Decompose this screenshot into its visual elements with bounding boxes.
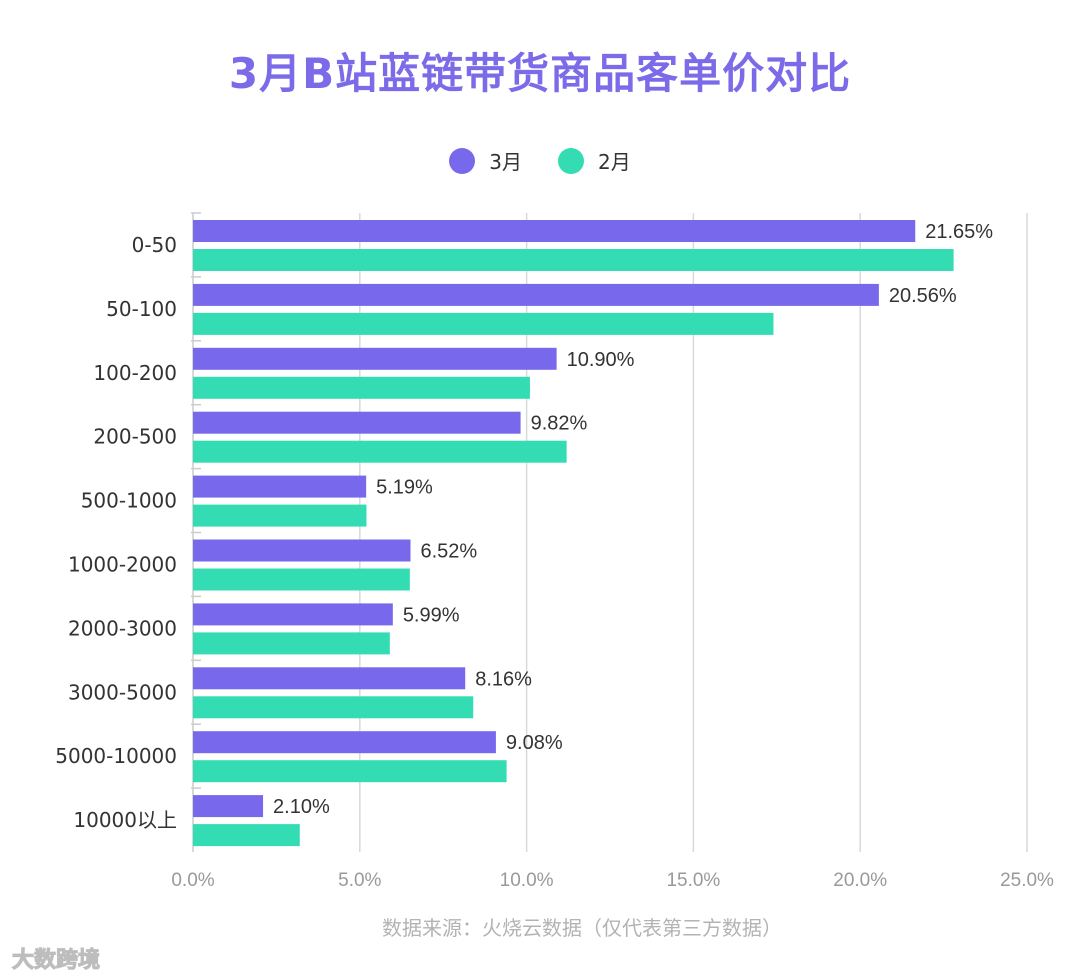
x-tick-label: 0.0% (171, 870, 214, 891)
x-tick-label: 5.0% (338, 870, 381, 891)
legend: 3月 2月 (0, 146, 1080, 175)
watermark-text: 大数跨境 (11, 948, 101, 974)
y-category-label: 2000-3000 (68, 616, 177, 640)
x-tick-label: 20.0% (833, 870, 887, 891)
bar-march (193, 667, 466, 690)
bar-feb (193, 568, 410, 591)
y-category-label: 500-1000 (81, 489, 177, 513)
y-category-label: 0-50 (132, 233, 177, 257)
legend-label-feb: 2月 (598, 150, 631, 174)
data-label: 8.16% (475, 668, 532, 690)
bar-march (193, 347, 557, 370)
data-label: 2.10% (273, 796, 330, 818)
bar-march (193, 475, 367, 498)
data-label: 9.08% (506, 732, 563, 754)
x-tick-label: 15.0% (666, 870, 720, 891)
bar-feb (193, 632, 390, 655)
bar-march (193, 220, 916, 242)
y-category-label: 100-200 (93, 361, 177, 385)
legend-swatch-march (449, 147, 476, 174)
bar-march (193, 539, 411, 562)
bar-feb (193, 440, 567, 463)
watermark-logo: 大数跨境 (11, 942, 101, 974)
legend-item-march[interactable]: 3月 (449, 146, 522, 175)
chart-title: 3月B站蓝链带货商品客单价对比 (228, 49, 852, 98)
y-category-label: 50-100 (106, 297, 177, 321)
bar-feb (193, 249, 954, 271)
bar-feb (193, 504, 367, 527)
bar-march (193, 411, 521, 434)
x-tick-label: 10.0% (500, 870, 554, 891)
data-label: 20.56% (889, 285, 957, 307)
y-category-label: 1000-2000 (68, 552, 177, 576)
x-tick-label: 25.0% (1000, 870, 1054, 891)
bar-march (193, 603, 393, 626)
bar-feb (193, 312, 774, 335)
bar-march (193, 731, 496, 754)
data-label: 5.99% (403, 604, 460, 626)
y-category-label: 200-500 (93, 425, 177, 449)
data-label: 21.65% (925, 221, 993, 243)
y-category-label: 10000以上 (73, 808, 177, 832)
bar-feb (193, 760, 507, 783)
legend-swatch-feb (558, 147, 584, 174)
y-category-label: 3000-5000 (68, 680, 177, 704)
bar-feb (193, 376, 530, 399)
data-label: 10.90% (567, 349, 635, 371)
data-label: 6.52% (421, 541, 478, 563)
data-source-note: 数据来源：火烧云数据（仅代表第三方数据） (382, 916, 782, 940)
data-label: 5.19% (376, 477, 433, 499)
y-category-label: 5000-10000 (55, 744, 177, 768)
bar-feb (193, 696, 474, 719)
data-label: 9.82% (531, 413, 588, 435)
bar-feb (193, 824, 300, 847)
bar-march (193, 795, 264, 818)
legend-label-march: 3月 (489, 150, 522, 174)
bar-march (193, 283, 879, 306)
legend-item-feb[interactable]: 2月 (558, 146, 631, 175)
